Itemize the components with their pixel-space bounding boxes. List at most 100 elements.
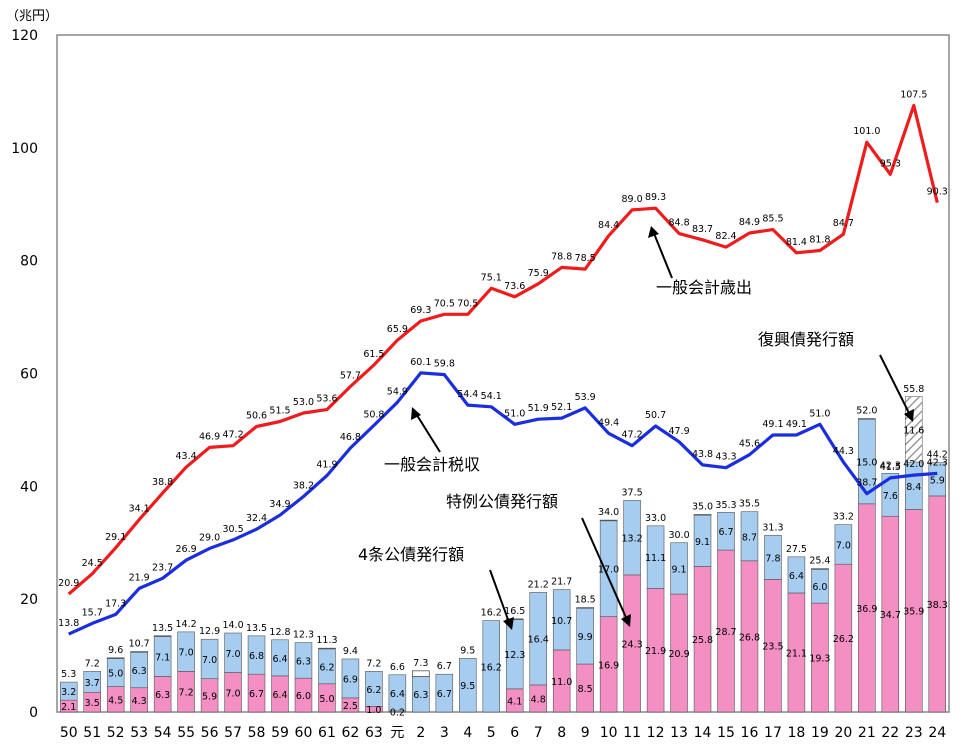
expenditure-label: 85.5 — [762, 214, 783, 225]
data-labels: 5.3 2.1 3.2 20.9 13.8 7.2 3.5 3.7 24.5 15.7 9.6 4.5… — [58, 90, 948, 719]
tax-revenue-label: 51.0 — [504, 408, 525, 419]
x-tick-label: 53 — [130, 725, 148, 741]
arrow-tax-revenue — [414, 411, 441, 453]
annotation-expenditure: 一般会計歳出 — [656, 278, 752, 297]
expenditure-label: 107.5 — [900, 90, 927, 101]
bar-total-label: 18.5 — [575, 595, 596, 606]
segment-label: 8.5 — [578, 684, 593, 695]
tax-revenue-label: 54.9 — [387, 386, 408, 397]
bar-segment — [459, 658, 477, 713]
expenditure-label: 89.0 — [622, 194, 643, 205]
x-tick-label: 16 — [741, 725, 759, 741]
tax-revenue-label: 32.4 — [246, 513, 267, 524]
expenditure-label: 47.2 — [222, 430, 243, 441]
x-tick-label: 15 — [717, 725, 735, 741]
tax-revenue-label: 46.8 — [340, 432, 361, 443]
segment-label: 4.8 — [531, 694, 546, 705]
annotation-reconstruction-bonds: 復興債発行額 — [758, 330, 854, 349]
bar-segment — [623, 500, 641, 576]
tax-revenue-label: 34.9 — [269, 499, 290, 510]
x-tick-label: 60 — [295, 725, 313, 741]
segment-label: 28.7 — [715, 627, 736, 638]
y-tick-label: 60 — [20, 367, 38, 383]
expenditure-label: 61.5 — [363, 349, 384, 360]
segment-label: 26.8 — [739, 632, 760, 643]
bar-total-label: 9.5 — [460, 645, 475, 656]
expenditure-label: 73.6 — [504, 281, 525, 292]
tax-revenue-label: 47.9 — [668, 426, 689, 437]
expenditure-label: 29.1 — [105, 532, 126, 543]
bar-total-label: 11.3 — [316, 635, 337, 646]
segment-label: 24.3 — [622, 639, 643, 650]
bar-total-label: 12.8 — [269, 627, 290, 638]
segment-label: 16.9 — [598, 660, 619, 671]
segment-label: 21.9 — [645, 646, 666, 657]
segment-label: 7.0 — [202, 655, 217, 666]
bars — [59, 396, 947, 713]
x-tick-label: 10 — [600, 725, 618, 741]
bar-total-label: 14.2 — [176, 619, 197, 630]
segment-label: 6.8 — [249, 651, 264, 662]
segment-label: 17.0 — [598, 565, 619, 576]
segment-label: 23.5 — [762, 642, 783, 653]
x-tick-label: 62 — [342, 725, 360, 741]
bar-segment — [153, 635, 172, 637]
expenditure-label: 101.0 — [853, 126, 880, 137]
x-tick-label: 58 — [248, 725, 266, 741]
segment-label: 6.9 — [343, 674, 358, 685]
segment-label: 16.4 — [528, 635, 549, 646]
tax-revenue-label: 60.1 — [410, 357, 431, 368]
bar-segment — [271, 639, 289, 677]
segment-label: 6.0 — [812, 582, 827, 593]
bar-segment — [341, 658, 360, 699]
bar-segment — [787, 556, 806, 594]
tax-revenue-label: 41.5 — [880, 462, 901, 473]
segment-label: 6.4 — [272, 654, 287, 665]
tax-revenue-label: 45.6 — [739, 439, 760, 450]
segment-label: 8.4 — [906, 482, 921, 493]
expenditure-label: 50.6 — [246, 411, 267, 422]
unit-label: （兆円） — [6, 9, 58, 24]
segment-label: 3.7 — [85, 678, 100, 689]
bar-segment — [130, 651, 149, 653]
tax-revenue-label: 43.3 — [715, 452, 736, 463]
segment-label: 4.1 — [507, 696, 522, 707]
segment-label: 9.5 — [460, 681, 475, 692]
expenditure-label: 75.1 — [481, 272, 502, 283]
tax-revenue-label: 30.5 — [222, 524, 243, 535]
x-tick-label: 52 — [107, 725, 125, 741]
bar-segment — [670, 542, 688, 595]
bar-total-label: 5.3 — [61, 669, 76, 680]
bar-total-label: 13.5 — [246, 623, 267, 634]
expenditure-label: 78.5 — [575, 253, 596, 264]
segment-label: 11.1 — [645, 553, 666, 564]
bar-total-label: 55.8 — [903, 384, 924, 395]
segment-label: 7.1 — [155, 652, 170, 663]
arrowhead-reconstruction-bonds — [904, 409, 914, 422]
segment-label: 3.5 — [85, 698, 100, 709]
bar-segment — [411, 670, 430, 677]
bar-segment — [247, 635, 266, 675]
bar-segment — [435, 673, 454, 713]
segment-label: 9.9 — [578, 632, 593, 643]
bar-total-label: 9.4 — [343, 646, 358, 657]
segment-label: 6.3 — [132, 666, 147, 677]
bar-segment — [482, 620, 501, 713]
bar-segment — [599, 519, 618, 522]
segment-label: 35.9 — [903, 607, 924, 618]
bar-segment — [552, 589, 571, 651]
tax-revenue-label: 41.9 — [316, 460, 337, 471]
bar-total-label: 7.2 — [85, 658, 100, 669]
x-tick-label: 12 — [647, 725, 665, 741]
expenditure-label: 84.8 — [668, 218, 689, 229]
x-tick-label: 20 — [834, 725, 852, 741]
segment-label: 6.3 — [296, 656, 311, 667]
expenditure-label: 38.8 — [152, 477, 173, 488]
arrow-reconstruction-bonds — [879, 354, 912, 418]
bar-segment — [529, 592, 547, 686]
segment-label: 4.3 — [132, 696, 147, 707]
expenditure-label: 81.4 — [786, 237, 807, 248]
expenditure-label: 69.3 — [410, 305, 431, 316]
bar-total-label: 21.7 — [551, 577, 572, 588]
bar-total-label: 37.5 — [622, 487, 643, 498]
